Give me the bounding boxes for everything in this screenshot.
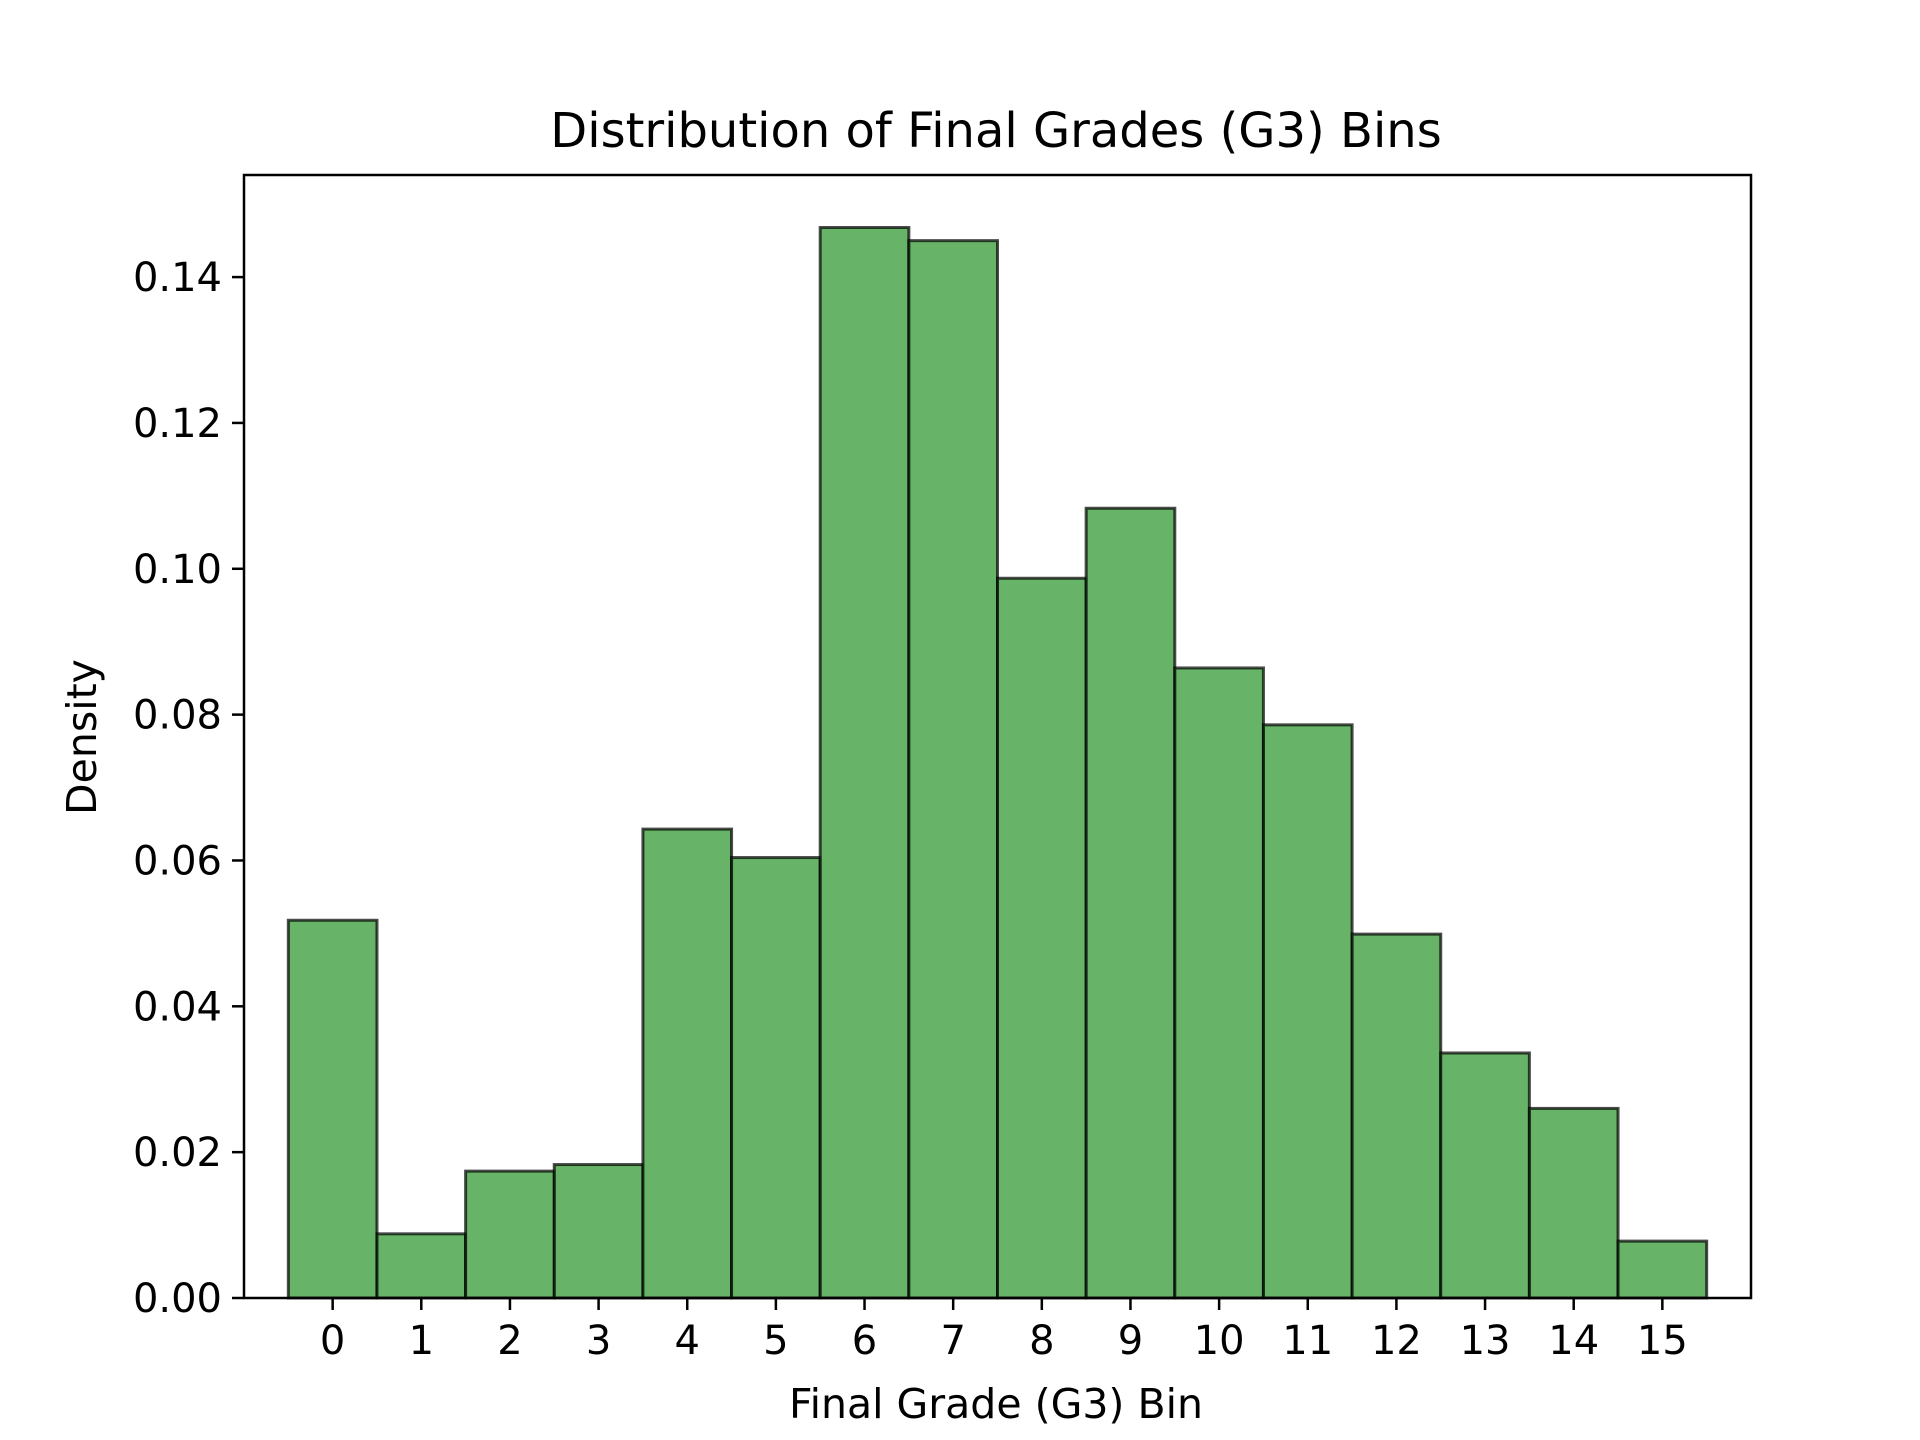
y-tick-label: 0.14	[133, 255, 222, 301]
x-axis: 0 1 2 3 4 5 6 7 8 9 10 11 12 13 14 15	[320, 1298, 1688, 1364]
histogram-bar-11	[1261, 723, 1354, 1300]
x-tick-label: 14	[1548, 1318, 1599, 1364]
x-tick-label: 10	[1194, 1318, 1245, 1364]
histogram-bar-7	[907, 239, 1000, 1300]
x-axis-label: Final Grade (G3) Bin	[789, 1380, 1203, 1428]
histogram-bar-2	[464, 1169, 556, 1300]
x-tick-label: 13	[1460, 1318, 1511, 1364]
x-tick-label: 11	[1282, 1318, 1333, 1364]
y-axis-label: Density	[58, 659, 106, 815]
histogram-bar-10	[1173, 666, 1265, 1300]
x-tick-label: 1	[409, 1318, 434, 1364]
histogram-bar-8	[996, 576, 1088, 1300]
y-tick-label: 0.04	[133, 984, 222, 1030]
histogram-bar-13	[1439, 1051, 1531, 1300]
histogram-bar-4	[641, 827, 734, 1300]
y-axis: 0.00 0.02 0.04 0.06 0.08 0.10 0.12 0.14	[133, 255, 244, 1322]
y-tick-label: 0.08	[133, 693, 222, 739]
plot-frame	[242, 173, 1753, 1300]
histogram-bar-3	[552, 1163, 645, 1300]
chart-title: Distribution of Final Grades (G3) Bins	[550, 103, 1441, 159]
y-tick-label: 0.06	[133, 838, 222, 884]
bars-group	[286, 226, 1709, 1300]
y-tick-label: 0.12	[133, 401, 222, 447]
x-tick-label: 5	[763, 1318, 788, 1364]
histogram-bar-12	[1350, 932, 1443, 1300]
histogram-bar-1	[375, 1232, 468, 1300]
x-tick-label: 15	[1637, 1318, 1688, 1364]
x-tick-label: 9	[1118, 1318, 1143, 1364]
x-tick-label: 8	[1029, 1318, 1054, 1364]
y-tick-label: 0.00	[133, 1276, 222, 1322]
x-tick-label: 0	[320, 1318, 345, 1364]
x-tick-label: 7	[940, 1318, 965, 1364]
histogram-bar-9	[1084, 506, 1177, 1300]
x-tick-label: 4	[675, 1318, 700, 1364]
x-tick-label: 3	[586, 1318, 611, 1364]
histogram-bar-15	[1616, 1239, 1709, 1300]
histogram-bar-14	[1527, 1106, 1620, 1300]
x-tick-label: 2	[497, 1318, 522, 1364]
histogram-bar-5	[730, 856, 822, 1300]
histogram-bar-0	[286, 918, 379, 1300]
y-tick-label: 0.02	[133, 1130, 222, 1176]
x-tick-label: 12	[1371, 1318, 1422, 1364]
x-tick-label: 6	[852, 1318, 877, 1364]
histogram-bar-6	[818, 226, 911, 1300]
y-tick-label: 0.10	[133, 547, 222, 593]
